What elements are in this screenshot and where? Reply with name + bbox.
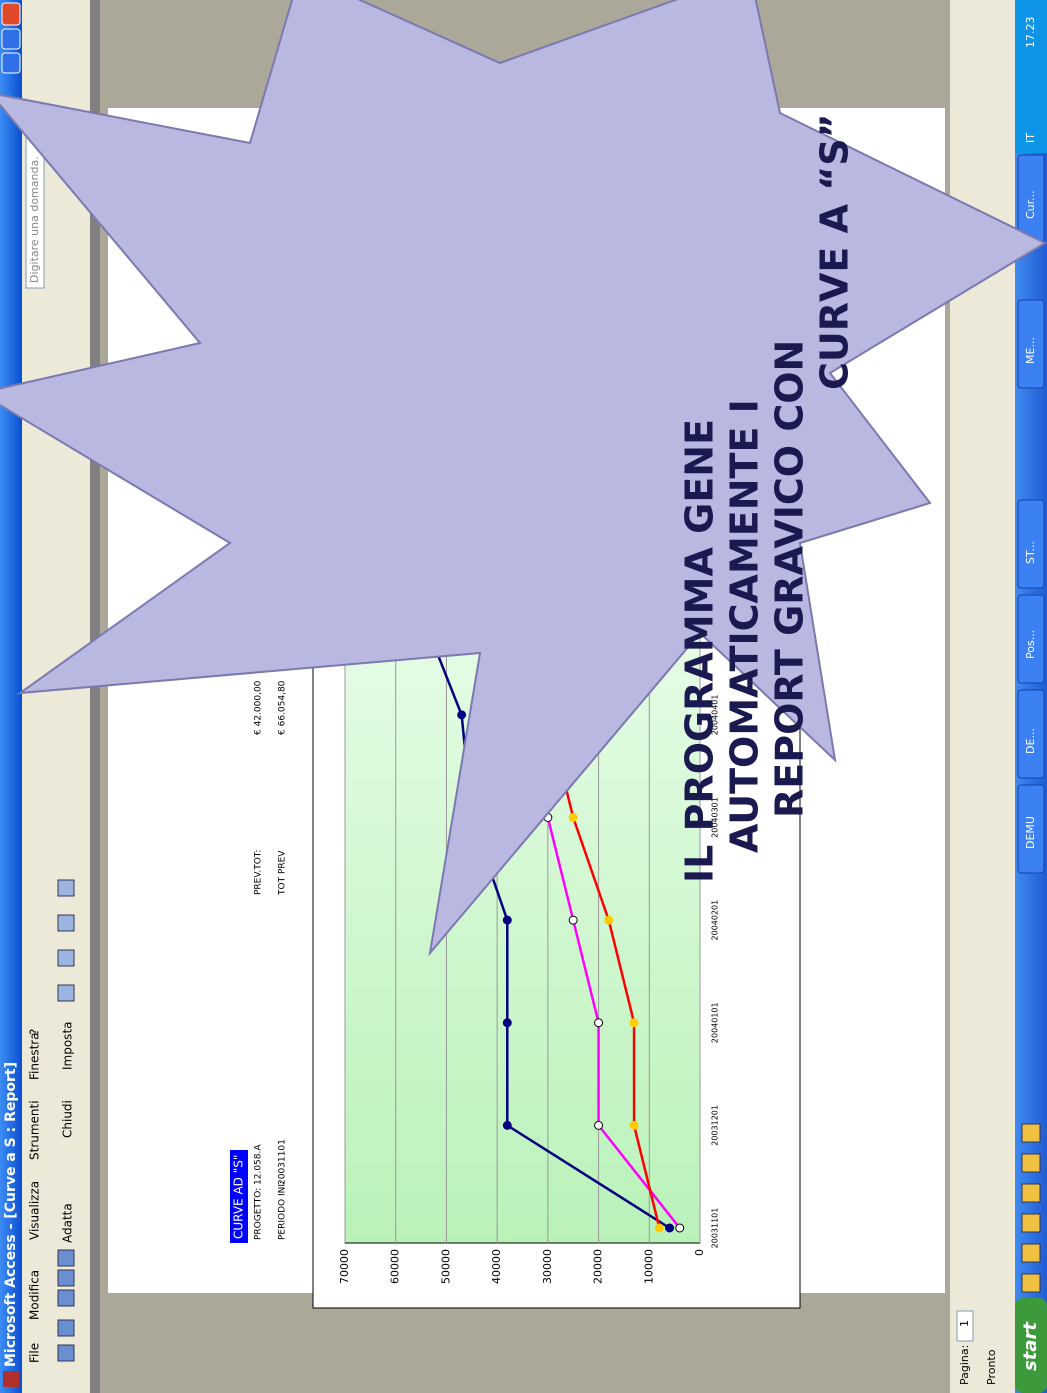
data-point — [594, 1018, 604, 1028]
taskbar-item[interactable] — [1017, 499, 1045, 589]
x-tick-label: 20040201 — [711, 900, 720, 941]
x-tick-label: 20040301 — [711, 797, 720, 838]
toolbar-icon[interactable] — [57, 1344, 75, 1362]
start-button[interactable] — [1015, 1298, 1047, 1393]
data-point — [502, 915, 512, 925]
data-point — [654, 1223, 664, 1233]
taskbar-item-label: ST... — [1024, 541, 1037, 564]
minimize-button[interactable] — [1, 52, 21, 74]
language: IT — [1024, 133, 1037, 143]
data-point — [457, 710, 467, 720]
toolbar-icon[interactable] — [57, 1319, 75, 1337]
window-title: Microsoft Access - [Curve a S : Report] — [3, 1062, 19, 1367]
data-point — [629, 1018, 639, 1028]
menu-item[interactable]: Strumenti — [28, 1100, 42, 1160]
y-tick-label: 20000 — [592, 1249, 605, 1284]
page-number: 1 — [958, 1320, 971, 1327]
quick-launch-icon[interactable] — [1021, 1183, 1041, 1203]
help-box-text: Digitare una domanda. — [28, 156, 41, 283]
data-point — [629, 1120, 639, 1130]
data-point — [568, 915, 578, 925]
status-area — [950, 0, 1015, 1393]
toolbar-icon[interactable] — [57, 949, 75, 967]
x-tick-label: 20031101 — [711, 1208, 720, 1249]
toolbar-icon[interactable] — [57, 1249, 75, 1267]
menu-item[interactable]: File — [28, 1343, 42, 1363]
field-value: 20031101 — [278, 1139, 288, 1185]
data-point — [594, 1120, 604, 1130]
toolbar-icon[interactable] — [57, 1289, 75, 1307]
x-tick-label: 20031201 — [711, 1105, 720, 1146]
taskbar-item-label: Cur... — [1024, 190, 1037, 219]
data-point — [502, 1120, 512, 1130]
toolbar-icon[interactable] — [57, 984, 75, 1002]
data-point — [568, 813, 578, 822]
y-tick-label: 0 — [693, 1249, 706, 1256]
taskbar-item-label: Pos... — [1024, 630, 1037, 659]
menu-item[interactable]: Finestra — [28, 1032, 42, 1080]
system-tray — [1015, 0, 1047, 153]
close-button[interactable] — [1, 2, 21, 26]
menu-item[interactable]: Visualizza — [28, 1181, 42, 1240]
field-value: 12.058.A — [254, 1144, 264, 1185]
taskbar-item[interactable] — [1017, 299, 1045, 389]
callout-line: CURVE A “S” — [813, 113, 857, 390]
quick-launch-icon[interactable] — [1021, 1273, 1041, 1293]
taskbar-item[interactable] — [1017, 689, 1045, 779]
menu-item[interactable]: ? — [28, 1029, 42, 1035]
report-title-bar — [230, 1150, 248, 1243]
y-tick-label: 10000 — [642, 1249, 655, 1284]
toolbar-button[interactable]: Imposta — [61, 1022, 75, 1071]
callout-line: REPORT GRAVICO CON — [768, 340, 812, 818]
data-point — [502, 1018, 512, 1028]
menu-item[interactable]: Modifica — [28, 1270, 42, 1320]
y-tick-label: 50000 — [439, 1249, 452, 1284]
toolbar-icon[interactable] — [57, 879, 75, 897]
toolbar-icon[interactable] — [57, 1269, 75, 1287]
clock: 17.23 — [1024, 17, 1037, 49]
shadow-band — [90, 0, 100, 1393]
field-value: € 66.054,80 — [278, 680, 288, 735]
y-tick-label: 60000 — [389, 1249, 402, 1284]
x-tick-label: 20040101 — [711, 1002, 720, 1043]
quick-launch-icon[interactable] — [1021, 1243, 1041, 1263]
status-text: Pronto — [985, 1349, 998, 1385]
y-tick-label: 30000 — [541, 1249, 554, 1284]
field-label: PROGETTO: — [254, 1188, 264, 1240]
x-tick-label: 20040401 — [711, 695, 720, 736]
menu-toolbar-area — [22, 0, 90, 1393]
toolbar-icon[interactable] — [57, 914, 75, 932]
quick-launch-icon[interactable] — [1021, 1123, 1041, 1143]
callout-line: AUTOMATICAMENTE I — [723, 399, 767, 853]
data-point — [604, 915, 614, 925]
y-tick-label: 40000 — [490, 1249, 503, 1284]
callout-line: IL PROGRAMMA GENE — [678, 419, 722, 883]
taskbar-item-label: ME... — [1024, 337, 1037, 364]
page-label: Pagina: — [958, 1345, 971, 1385]
taskbar-item[interactable] — [1017, 784, 1045, 874]
callout-star — [0, 0, 1047, 957]
toolbar-button[interactable]: Adatta — [61, 1203, 75, 1243]
taskbar-item-label: DE... — [1024, 728, 1037, 754]
data-point — [675, 1223, 685, 1233]
restore-button[interactable] — [1, 28, 21, 50]
quick-launch-icon[interactable] — [1021, 1153, 1041, 1173]
title-bar — [0, 0, 22, 1393]
page-box[interactable] — [956, 1310, 974, 1342]
taskbar-item[interactable] — [1017, 594, 1045, 684]
field-value: € 42.000,00 — [254, 680, 264, 735]
report-title: CURVE AD "S" — [232, 1155, 246, 1239]
taskbar-item-label: DEMU — [1024, 816, 1037, 849]
app-icon — [3, 1371, 19, 1387]
field-label: PREV.TOT: — [254, 850, 264, 895]
quick-launch-icon[interactable] — [1021, 1213, 1041, 1233]
toolbar-button[interactable]: Chiudi — [61, 1100, 75, 1138]
data-point — [665, 1223, 675, 1233]
y-tick-label: 70000 — [338, 1249, 351, 1284]
field-label: PERIODO INI: — [278, 1181, 288, 1240]
start-label: start — [1020, 1321, 1041, 1371]
field-label: TOT PREV — [278, 850, 288, 896]
